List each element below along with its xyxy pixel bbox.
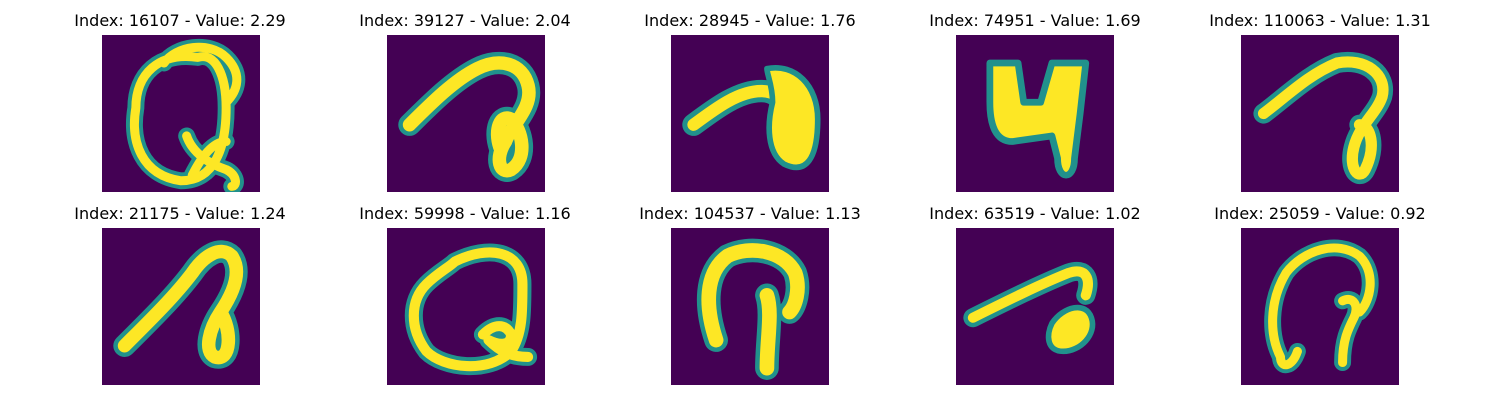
digit-image bbox=[671, 35, 829, 192]
digit-image bbox=[956, 228, 1114, 385]
digit-image bbox=[102, 35, 260, 192]
panel-title: Index: 104537 - Value: 1.13 bbox=[639, 204, 861, 223]
panel-title: Index: 59998 - Value: 1.16 bbox=[359, 204, 571, 223]
digit-image bbox=[1241, 35, 1399, 192]
digit-image bbox=[956, 35, 1114, 192]
panel-title: Index: 21175 - Value: 1.24 bbox=[74, 204, 286, 223]
digit-image bbox=[671, 228, 829, 385]
panel-title: Index: 110063 - Value: 1.31 bbox=[1209, 11, 1431, 30]
digit-image bbox=[387, 35, 545, 192]
panel-title: Index: 63519 - Value: 1.02 bbox=[929, 204, 1141, 223]
digit-image bbox=[102, 228, 260, 385]
digit-image bbox=[1241, 228, 1399, 385]
panel-title: Index: 28945 - Value: 1.76 bbox=[644, 11, 856, 30]
panel-title: Index: 25059 - Value: 0.92 bbox=[1214, 204, 1426, 223]
digit-image bbox=[387, 228, 545, 385]
panel-title: Index: 39127 - Value: 2.04 bbox=[359, 11, 571, 30]
panel-title: Index: 16107 - Value: 2.29 bbox=[74, 11, 286, 30]
panel-title: Index: 74951 - Value: 1.69 bbox=[929, 11, 1141, 30]
